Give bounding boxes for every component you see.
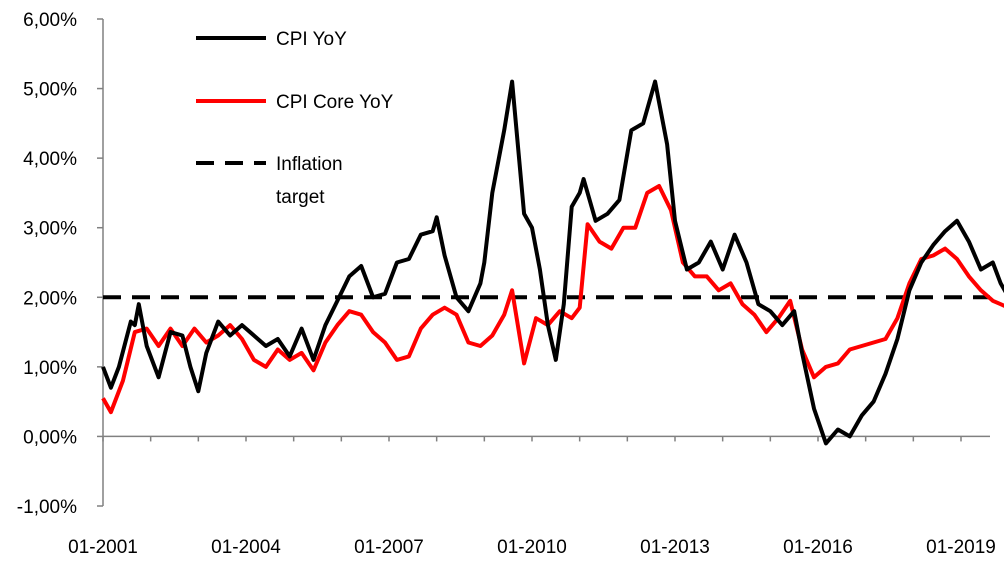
legend-label-cpi: CPI YoY — [276, 29, 347, 50]
y-tick-label: 3,00% — [23, 219, 77, 240]
x-tick-label: 01-2001 — [68, 537, 138, 558]
x-tick-label: 01-2004 — [211, 537, 281, 558]
y-tick-label: 2,00% — [23, 288, 77, 309]
x-tick-label: 01-2010 — [497, 537, 567, 558]
y-tick-label: 0,00% — [23, 427, 77, 448]
x-ticks: 01-2001 01-2004 01-2007 01-2010 01-2013 01-20… — [68, 436, 996, 558]
x-tick-label: 01-2016 — [783, 537, 853, 558]
series-line-cpi — [101, 79, 1004, 446]
y-tick-label: 6,00% — [23, 10, 77, 31]
legend-label-target: Inflation — [276, 154, 343, 175]
series-line-core — [101, 184, 1004, 415]
x-tick-label: 01-2007 — [354, 537, 424, 558]
x-tick-label: 01-2013 — [640, 537, 710, 558]
y-tick-label: -1,00% — [17, 497, 77, 518]
legend: CPI YoY CPI Core YoY Inflation target — [196, 29, 394, 208]
legend-label-core: CPI Core YoY — [276, 92, 394, 113]
y-tick-label: 1,00% — [23, 358, 77, 379]
legend-label-target: target — [276, 187, 325, 208]
y-tick-label: 5,00% — [23, 80, 77, 101]
series-layer — [101, 79, 1004, 446]
y-ticks: -1,00% 0,00% 1,00% 2,00% 3,00% 4,00% 5,00% 6,00… — [17, 10, 103, 518]
x-tick-label: 01-2019 — [926, 537, 996, 558]
y-tick-label: 4,00% — [23, 149, 77, 170]
